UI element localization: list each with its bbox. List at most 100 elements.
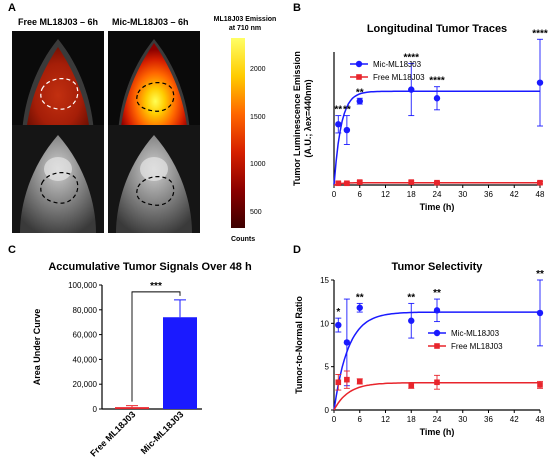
significance-label: **	[343, 105, 351, 116]
y-tick-label: 60,000	[73, 331, 98, 340]
colorbar-tick-label: 2000	[250, 66, 266, 74]
legend-marker-mic	[355, 60, 363, 68]
x-tick-label: 42	[510, 190, 519, 199]
data-point-mic	[356, 97, 363, 105]
data-point-free	[408, 382, 415, 389]
significance-label: *	[336, 307, 340, 318]
significance-label: **	[536, 269, 544, 280]
significance-label: ****	[429, 76, 445, 87]
data-point-free	[356, 179, 363, 185]
colorbar-tick-label: 500	[250, 208, 262, 216]
x-tick-label: 18	[407, 190, 416, 199]
data-point-mic	[343, 339, 351, 346]
legend-label: Mic-ML18J03	[451, 329, 500, 338]
data-point-free	[344, 376, 350, 383]
x-tick-label: 18	[407, 415, 416, 424]
data-point-mic	[356, 304, 363, 311]
x-axis-label: Time (h)	[420, 202, 455, 212]
chart-longitudinal-tumor-traces: Longitudinal Tumor Traces 0 6 12 18 24 30 36 42 4…	[292, 23, 548, 212]
significance-label: ***	[150, 281, 162, 292]
chart-title: Longitudinal Tumor Traces	[367, 23, 507, 35]
panel-letter-b: B	[293, 2, 301, 14]
fit-curve-mic	[333, 311, 540, 411]
data-point-mic	[335, 321, 342, 329]
x-tick-label: 12	[381, 190, 390, 199]
chart-accumulative-tumor-signals: Accumulative Tumor Signals Over 48 h 0 20,…	[32, 261, 252, 459]
data-point-free	[344, 180, 350, 187]
y-tick-label: 10	[320, 319, 329, 328]
image-title-mic: Mic-ML18J03 – 6h	[112, 17, 189, 27]
y-tick-label: 15	[320, 276, 329, 285]
x-tick-label: 30	[458, 190, 467, 199]
significance-label: **	[433, 288, 441, 299]
data-point-mic	[343, 126, 351, 134]
y-tick-label: 5	[325, 363, 330, 372]
data-point-mic	[408, 86, 415, 93]
x-tick-label: 48	[536, 415, 545, 424]
colorbar-title-line2: at 710 nm	[228, 25, 262, 32]
panel-letter-c: C	[8, 244, 16, 256]
y-tick-label: 0	[325, 406, 330, 415]
x-tick-label: 24	[433, 190, 442, 199]
panel-letter-a: A	[8, 2, 16, 14]
x-tick-label: 48	[536, 190, 545, 199]
x-tick-label: 0	[332, 190, 337, 199]
data-point-mic	[536, 309, 544, 317]
x-tick-label: 0	[332, 415, 337, 424]
y-axis-label-line1: Tumor Luminescence Emission	[292, 51, 302, 186]
bar-free	[115, 407, 149, 409]
data-point-free	[356, 378, 363, 385]
legend-marker-free	[356, 74, 362, 80]
y-tick-label: 40,000	[73, 355, 98, 364]
significance-label: **	[356, 87, 364, 98]
data-point-free	[335, 379, 342, 386]
y-axis-label-line2: (A.U.; λex=440nm)	[303, 79, 313, 157]
data-point-free	[537, 179, 543, 186]
data-point-mic	[536, 79, 544, 86]
colorbar-unit: Counts	[231, 236, 256, 243]
chart-title: Accumulative Tumor Signals Over 48 h	[48, 261, 252, 273]
colorbar-title: ML18J03 Emission at 710 nm	[200, 15, 290, 33]
bar-mic	[163, 317, 197, 409]
y-axis-label: Area Under Curve	[32, 309, 42, 386]
legend-marker-free	[434, 343, 440, 349]
significance-label: ****	[532, 28, 548, 39]
colorbar-title-line1: ML18J03 Emission	[213, 16, 277, 23]
y-tick-label: 80,000	[73, 306, 98, 315]
x-tick-label: 36	[484, 190, 493, 199]
data-point-mic	[433, 307, 441, 314]
colorbar-tick-label: 1500	[250, 113, 266, 121]
panel-letter-d: D	[293, 244, 301, 256]
data-point-mic	[433, 95, 441, 102]
mouse-image-free-brightfield	[12, 125, 104, 233]
x-axis-label: Time (h)	[420, 427, 455, 437]
mouse-image-mic-fluorescence	[108, 31, 200, 139]
colorbar	[231, 38, 245, 228]
significance-label: **	[356, 292, 364, 303]
legend-label: Mic-ML18J03	[373, 60, 422, 69]
significance-label: ****	[403, 53, 419, 64]
data-point-free	[335, 180, 342, 187]
x-tick-label: Mic-ML18J03	[139, 409, 186, 456]
y-axis-label: Tumor-to-Normal Ratio	[294, 296, 304, 394]
legend-label: Free ML18J03	[373, 73, 425, 82]
data-point-free	[537, 382, 543, 388]
x-tick-label: 30	[458, 415, 467, 424]
data-point-free	[434, 179, 440, 186]
chart-title: Tumor Selectivity	[392, 261, 484, 273]
significance-bracket	[131, 291, 181, 402]
data-point-free	[408, 179, 415, 185]
chart-tumor-selectivity: Tumor Selectivity 0 6 12 18 24 30 36 42 48 0 5 10 15 T…	[294, 261, 545, 437]
significance-label: **	[407, 292, 415, 303]
legend-marker-mic	[433, 329, 441, 337]
x-tick-label: 42	[510, 415, 519, 424]
data-point-mic	[408, 317, 415, 324]
x-tick-label: 24	[433, 415, 442, 424]
y-tick-label: 100,000	[68, 281, 97, 290]
legend-label: Free ML18J03	[451, 342, 503, 351]
mouse-image-free-fluorescence	[12, 31, 104, 139]
y-tick-label: 20,000	[73, 380, 98, 389]
data-point-mic	[335, 121, 342, 128]
y-tick-label: 0	[93, 405, 98, 414]
colorbar-tick-label: 1000	[250, 161, 266, 169]
